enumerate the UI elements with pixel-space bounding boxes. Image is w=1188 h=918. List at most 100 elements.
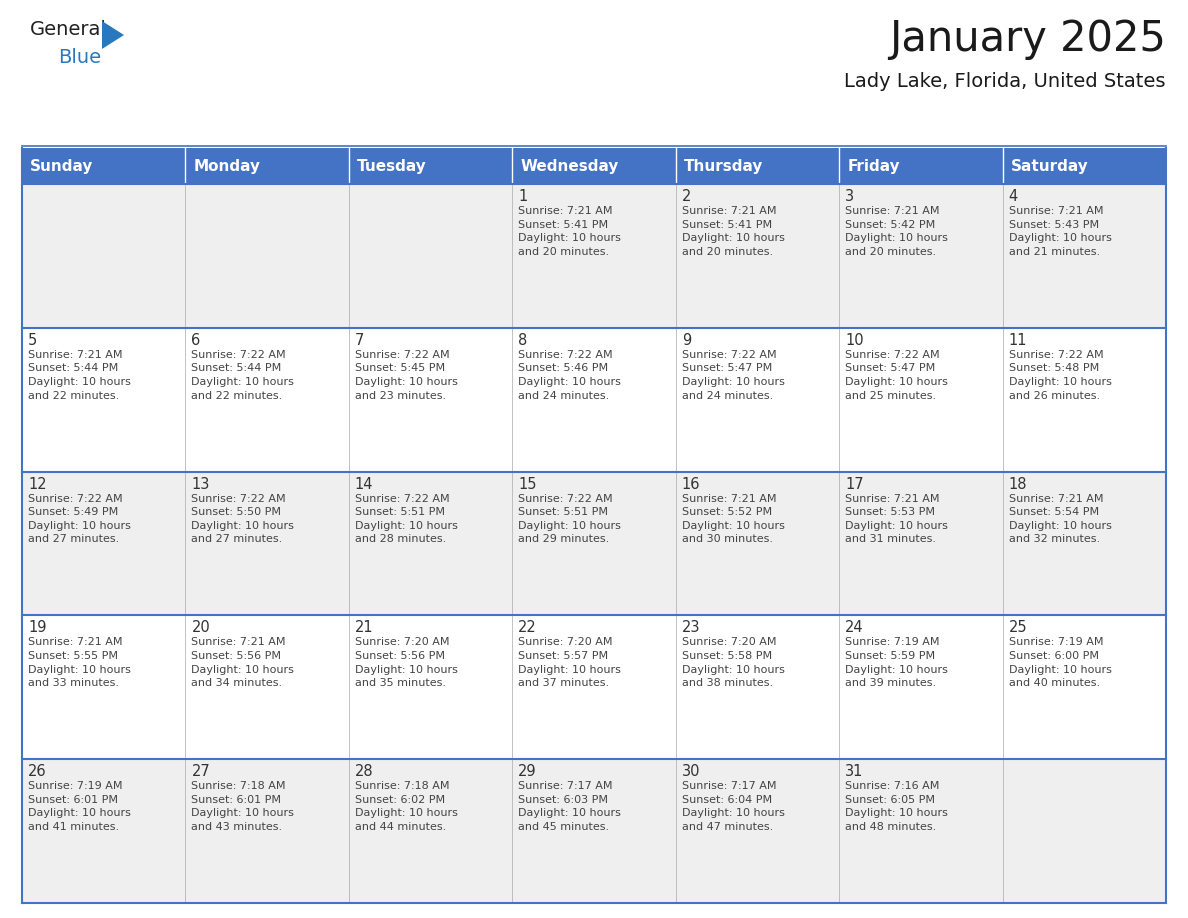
Bar	[512, 759, 676, 903]
Bar	[23, 328, 185, 472]
Bar	[349, 759, 512, 903]
Bar	[23, 472, 185, 615]
Text: Blue: Blue	[58, 48, 101, 67]
Text: Sunrise: 7:21 AM
Sunset: 5:43 PM
Daylight: 10 hours
and 21 minutes.: Sunrise: 7:21 AM Sunset: 5:43 PM Dayligh…	[1009, 206, 1112, 257]
Text: Sunrise: 7:22 AM
Sunset: 5:50 PM
Daylight: 10 hours
and 27 minutes.: Sunrise: 7:22 AM Sunset: 5:50 PM Dayligh…	[191, 494, 295, 544]
Text: Sunrise: 7:19 AM
Sunset: 6:00 PM
Daylight: 10 hours
and 40 minutes.: Sunrise: 7:19 AM Sunset: 6:00 PM Dayligh…	[1009, 637, 1112, 688]
Text: Sunrise: 7:21 AM
Sunset: 5:41 PM
Daylight: 10 hours
and 20 minutes.: Sunrise: 7:21 AM Sunset: 5:41 PM Dayligh…	[518, 206, 621, 257]
Bar	[676, 148, 839, 184]
Text: General: General	[30, 20, 107, 39]
Text: 9: 9	[682, 333, 691, 348]
Bar	[512, 184, 676, 328]
Bar	[1003, 184, 1165, 328]
Bar	[349, 148, 512, 184]
Text: 24: 24	[845, 621, 864, 635]
Text: 21: 21	[355, 621, 373, 635]
Bar	[676, 615, 839, 759]
Text: Sunrise: 7:21 AM
Sunset: 5:41 PM
Daylight: 10 hours
and 20 minutes.: Sunrise: 7:21 AM Sunset: 5:41 PM Dayligh…	[682, 206, 784, 257]
Bar	[676, 184, 839, 328]
Text: Sunrise: 7:21 AM
Sunset: 5:56 PM
Daylight: 10 hours
and 34 minutes.: Sunrise: 7:21 AM Sunset: 5:56 PM Dayligh…	[191, 637, 295, 688]
Text: 3: 3	[845, 189, 854, 204]
Text: Sunrise: 7:20 AM
Sunset: 5:57 PM
Daylight: 10 hours
and 37 minutes.: Sunrise: 7:20 AM Sunset: 5:57 PM Dayligh…	[518, 637, 621, 688]
Text: 20: 20	[191, 621, 210, 635]
Text: Sunrise: 7:17 AM
Sunset: 6:03 PM
Daylight: 10 hours
and 45 minutes.: Sunrise: 7:17 AM Sunset: 6:03 PM Dayligh…	[518, 781, 621, 832]
Text: 10: 10	[845, 333, 864, 348]
Text: Sunrise: 7:16 AM
Sunset: 6:05 PM
Daylight: 10 hours
and 48 minutes.: Sunrise: 7:16 AM Sunset: 6:05 PM Dayligh…	[845, 781, 948, 832]
Text: Sunrise: 7:21 AM
Sunset: 5:42 PM
Daylight: 10 hours
and 20 minutes.: Sunrise: 7:21 AM Sunset: 5:42 PM Dayligh…	[845, 206, 948, 257]
Text: Tuesday: Tuesday	[356, 159, 426, 174]
Bar	[23, 184, 185, 328]
Bar	[676, 472, 839, 615]
Text: Monday: Monday	[194, 159, 260, 174]
Bar	[676, 759, 839, 903]
Bar	[23, 148, 185, 184]
Bar	[185, 472, 349, 615]
Polygon shape	[102, 21, 124, 49]
Text: 7: 7	[355, 333, 365, 348]
Bar	[839, 148, 1003, 184]
Bar	[512, 328, 676, 472]
Bar	[349, 472, 512, 615]
Text: Saturday: Saturday	[1011, 159, 1088, 174]
Text: Sunrise: 7:20 AM
Sunset: 5:56 PM
Daylight: 10 hours
and 35 minutes.: Sunrise: 7:20 AM Sunset: 5:56 PM Dayligh…	[355, 637, 457, 688]
Text: 26: 26	[29, 764, 46, 779]
Text: 8: 8	[518, 333, 527, 348]
Text: Sunrise: 7:21 AM
Sunset: 5:52 PM
Daylight: 10 hours
and 30 minutes.: Sunrise: 7:21 AM Sunset: 5:52 PM Dayligh…	[682, 494, 784, 544]
Text: Sunrise: 7:19 AM
Sunset: 5:59 PM
Daylight: 10 hours
and 39 minutes.: Sunrise: 7:19 AM Sunset: 5:59 PM Dayligh…	[845, 637, 948, 688]
Text: January 2025: January 2025	[889, 18, 1165, 60]
Text: Sunrise: 7:22 AM
Sunset: 5:44 PM
Daylight: 10 hours
and 22 minutes.: Sunrise: 7:22 AM Sunset: 5:44 PM Dayligh…	[191, 350, 295, 400]
Text: 16: 16	[682, 476, 700, 492]
Bar	[839, 184, 1003, 328]
Text: 18: 18	[1009, 476, 1028, 492]
Text: 4: 4	[1009, 189, 1018, 204]
Text: 28: 28	[355, 764, 373, 779]
Bar	[1003, 759, 1165, 903]
Bar	[676, 328, 839, 472]
Text: Sunrise: 7:22 AM
Sunset: 5:45 PM
Daylight: 10 hours
and 23 minutes.: Sunrise: 7:22 AM Sunset: 5:45 PM Dayligh…	[355, 350, 457, 400]
Text: 29: 29	[518, 764, 537, 779]
Text: Friday: Friday	[847, 159, 899, 174]
Text: Thursday: Thursday	[684, 159, 763, 174]
Bar	[349, 328, 512, 472]
Text: 12: 12	[29, 476, 46, 492]
Bar	[349, 184, 512, 328]
Bar	[1003, 472, 1165, 615]
Bar	[512, 615, 676, 759]
Bar	[839, 328, 1003, 472]
Bar	[185, 148, 349, 184]
Text: 27: 27	[191, 764, 210, 779]
Text: 22: 22	[518, 621, 537, 635]
Text: Sunrise: 7:22 AM
Sunset: 5:47 PM
Daylight: 10 hours
and 24 minutes.: Sunrise: 7:22 AM Sunset: 5:47 PM Dayligh…	[682, 350, 784, 400]
Bar	[1003, 615, 1165, 759]
Bar	[839, 615, 1003, 759]
Text: Sunrise: 7:20 AM
Sunset: 5:58 PM
Daylight: 10 hours
and 38 minutes.: Sunrise: 7:20 AM Sunset: 5:58 PM Dayligh…	[682, 637, 784, 688]
Bar	[349, 615, 512, 759]
Text: 14: 14	[355, 476, 373, 492]
Text: Sunrise: 7:19 AM
Sunset: 6:01 PM
Daylight: 10 hours
and 41 minutes.: Sunrise: 7:19 AM Sunset: 6:01 PM Dayligh…	[29, 781, 131, 832]
Text: Sunrise: 7:21 AM
Sunset: 5:55 PM
Daylight: 10 hours
and 33 minutes.: Sunrise: 7:21 AM Sunset: 5:55 PM Dayligh…	[29, 637, 131, 688]
Text: 25: 25	[1009, 621, 1028, 635]
Bar	[512, 472, 676, 615]
Bar	[1003, 328, 1165, 472]
Text: 15: 15	[518, 476, 537, 492]
Text: Sunrise: 7:22 AM
Sunset: 5:47 PM
Daylight: 10 hours
and 25 minutes.: Sunrise: 7:22 AM Sunset: 5:47 PM Dayligh…	[845, 350, 948, 400]
Text: Sunrise: 7:22 AM
Sunset: 5:46 PM
Daylight: 10 hours
and 24 minutes.: Sunrise: 7:22 AM Sunset: 5:46 PM Dayligh…	[518, 350, 621, 400]
Text: 30: 30	[682, 764, 700, 779]
Bar	[512, 148, 676, 184]
Bar	[23, 759, 185, 903]
Text: Sunday: Sunday	[30, 159, 94, 174]
Text: Sunrise: 7:17 AM
Sunset: 6:04 PM
Daylight: 10 hours
and 47 minutes.: Sunrise: 7:17 AM Sunset: 6:04 PM Dayligh…	[682, 781, 784, 832]
Text: Sunrise: 7:22 AM
Sunset: 5:51 PM
Daylight: 10 hours
and 29 minutes.: Sunrise: 7:22 AM Sunset: 5:51 PM Dayligh…	[518, 494, 621, 544]
Bar	[185, 615, 349, 759]
Bar	[185, 184, 349, 328]
Bar	[185, 328, 349, 472]
Text: 23: 23	[682, 621, 700, 635]
Text: Lady Lake, Florida, United States: Lady Lake, Florida, United States	[845, 72, 1165, 91]
Text: Sunrise: 7:22 AM
Sunset: 5:48 PM
Daylight: 10 hours
and 26 minutes.: Sunrise: 7:22 AM Sunset: 5:48 PM Dayligh…	[1009, 350, 1112, 400]
Text: 11: 11	[1009, 333, 1028, 348]
Text: Sunrise: 7:22 AM
Sunset: 5:51 PM
Daylight: 10 hours
and 28 minutes.: Sunrise: 7:22 AM Sunset: 5:51 PM Dayligh…	[355, 494, 457, 544]
Text: Wednesday: Wednesday	[520, 159, 619, 174]
Bar	[839, 759, 1003, 903]
Text: Sunrise: 7:18 AM
Sunset: 6:02 PM
Daylight: 10 hours
and 44 minutes.: Sunrise: 7:18 AM Sunset: 6:02 PM Dayligh…	[355, 781, 457, 832]
Text: 19: 19	[29, 621, 46, 635]
